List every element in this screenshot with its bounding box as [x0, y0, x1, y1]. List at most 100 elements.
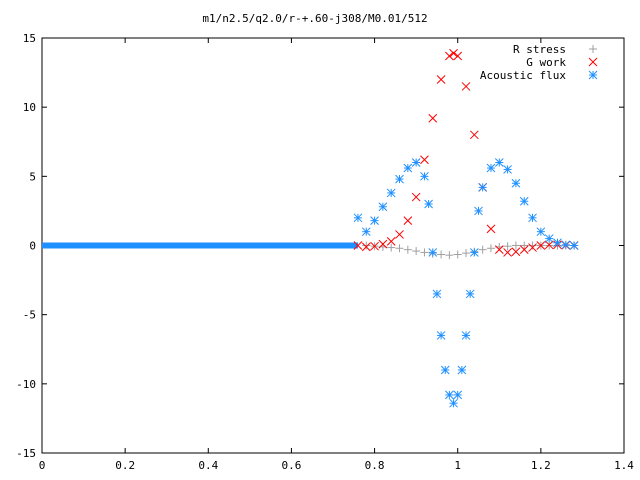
g-work-point	[420, 155, 429, 165]
acoustic-flux-point	[474, 206, 483, 216]
g-work-point	[403, 216, 413, 225]
acoustic-flux-point	[378, 202, 388, 212]
y-tick-label: 0	[29, 240, 36, 253]
g-work-point	[386, 236, 396, 246]
x-tick-label: 1.2	[531, 459, 551, 472]
legend-marker	[588, 70, 598, 80]
y-tick-label: 15	[23, 32, 36, 45]
y-tick-label: 5	[29, 170, 36, 183]
g-work-point	[461, 82, 471, 91]
acoustic-flux-baseline	[42, 242, 358, 249]
chart-title: m1/n2.5/q2.0/r-+.60-j308/M0.01/512	[202, 12, 427, 25]
g-work-point	[395, 230, 404, 239]
acoustic-flux-point	[478, 183, 488, 192]
acoustic-flux-point	[445, 390, 454, 400]
g-work-point	[449, 48, 458, 58]
r-stress-point	[503, 242, 512, 251]
r-stress-point	[387, 243, 396, 252]
x-tick-label: 1	[454, 459, 461, 472]
r-stress-point	[420, 248, 429, 257]
g-work-point	[519, 245, 529, 255]
acoustic-flux-point	[428, 248, 438, 257]
acoustic-flux-point	[403, 163, 413, 173]
g-work-point	[445, 51, 454, 61]
acoustic-flux-point	[465, 289, 475, 299]
acoustic-flux-point	[453, 390, 463, 400]
acoustic-flux-point	[494, 158, 504, 167]
acoustic-flux-point	[370, 216, 379, 225]
r-stress-point	[412, 247, 421, 256]
acoustic-flux-point	[411, 158, 421, 167]
x-tick-label: 0.2	[115, 459, 135, 472]
g-work-point	[469, 130, 479, 140]
acoustic-flux-point	[395, 174, 404, 184]
acoustic-flux-point	[361, 227, 371, 237]
acoustic-flux-point	[424, 199, 433, 209]
g-work-point	[511, 247, 521, 257]
r-stress-point	[395, 244, 404, 253]
g-work-point	[378, 239, 388, 249]
acoustic-flux-point	[503, 165, 512, 174]
y-tick-label: -5	[23, 309, 36, 322]
acoustic-flux-point	[511, 178, 521, 188]
r-stress-point	[478, 245, 487, 254]
r-stress-point	[445, 251, 454, 260]
g-work-point	[370, 241, 379, 251]
g-work-point	[486, 224, 496, 234]
axis-ticks: 0 0.2 0.4 0.6 0.8 1 1.2 1.4 15 10 5 0 -5 -10 -15	[16, 32, 634, 472]
acoustic-flux-point	[536, 227, 546, 237]
y-tick-label: -10	[16, 378, 36, 391]
acoustic-flux-point	[486, 163, 496, 173]
g-work-point	[544, 240, 554, 250]
g-work-point	[503, 248, 512, 257]
acoustic-flux-point	[449, 398, 458, 408]
g-work-point	[353, 241, 363, 250]
r-stress-point	[462, 249, 471, 258]
x-tick-label: 1.4	[614, 459, 634, 472]
acoustic-flux-point	[420, 171, 429, 181]
x-tick-label: 0.6	[281, 459, 301, 472]
g-work-point	[494, 245, 504, 255]
g-work-point	[428, 113, 438, 123]
r-stress-point	[520, 241, 529, 250]
g-work-point	[453, 51, 463, 61]
legend-marker	[588, 57, 598, 67]
acoustic-flux-point	[436, 331, 446, 340]
g-work-point	[436, 75, 446, 84]
acoustic-flux-point	[469, 248, 479, 257]
x-tick-label: 0.8	[365, 459, 385, 472]
legend-label: R stress	[513, 43, 566, 56]
acoustic-flux-point	[519, 196, 529, 206]
acoustic-flux-point	[457, 365, 467, 375]
y-tick-label: 10	[23, 101, 36, 114]
acoustic-flux-point	[432, 289, 442, 299]
x-tick-label: 0	[39, 459, 46, 472]
legend-label: Acoustic flux	[480, 69, 566, 82]
acoustic-flux-point	[461, 331, 471, 340]
acoustic-flux-point	[386, 188, 396, 198]
g-work-point	[528, 243, 537, 252]
acoustic-flux-point	[569, 241, 579, 250]
legend-marker	[589, 45, 597, 53]
r-stress-point	[403, 245, 412, 254]
r-stress-point	[437, 250, 446, 259]
r-stress-point	[453, 250, 462, 259]
acoustic-flux-point	[561, 240, 571, 250]
data-marks	[42, 48, 579, 408]
y-tick-label: -15	[16, 447, 36, 460]
g-work-point	[536, 241, 546, 250]
acoustic-flux-point	[553, 238, 562, 248]
r-stress-point	[362, 241, 371, 250]
acoustic-flux-point	[544, 234, 554, 243]
x-tick-label: 0.4	[198, 459, 218, 472]
acoustic-flux-point	[440, 365, 450, 375]
legend-label: G work	[526, 56, 566, 69]
g-work-point	[361, 242, 371, 252]
acoustic-flux-point	[353, 213, 363, 223]
r-stress-point	[486, 244, 495, 253]
g-work-point	[411, 192, 421, 202]
acoustic-flux-point	[528, 213, 537, 223]
